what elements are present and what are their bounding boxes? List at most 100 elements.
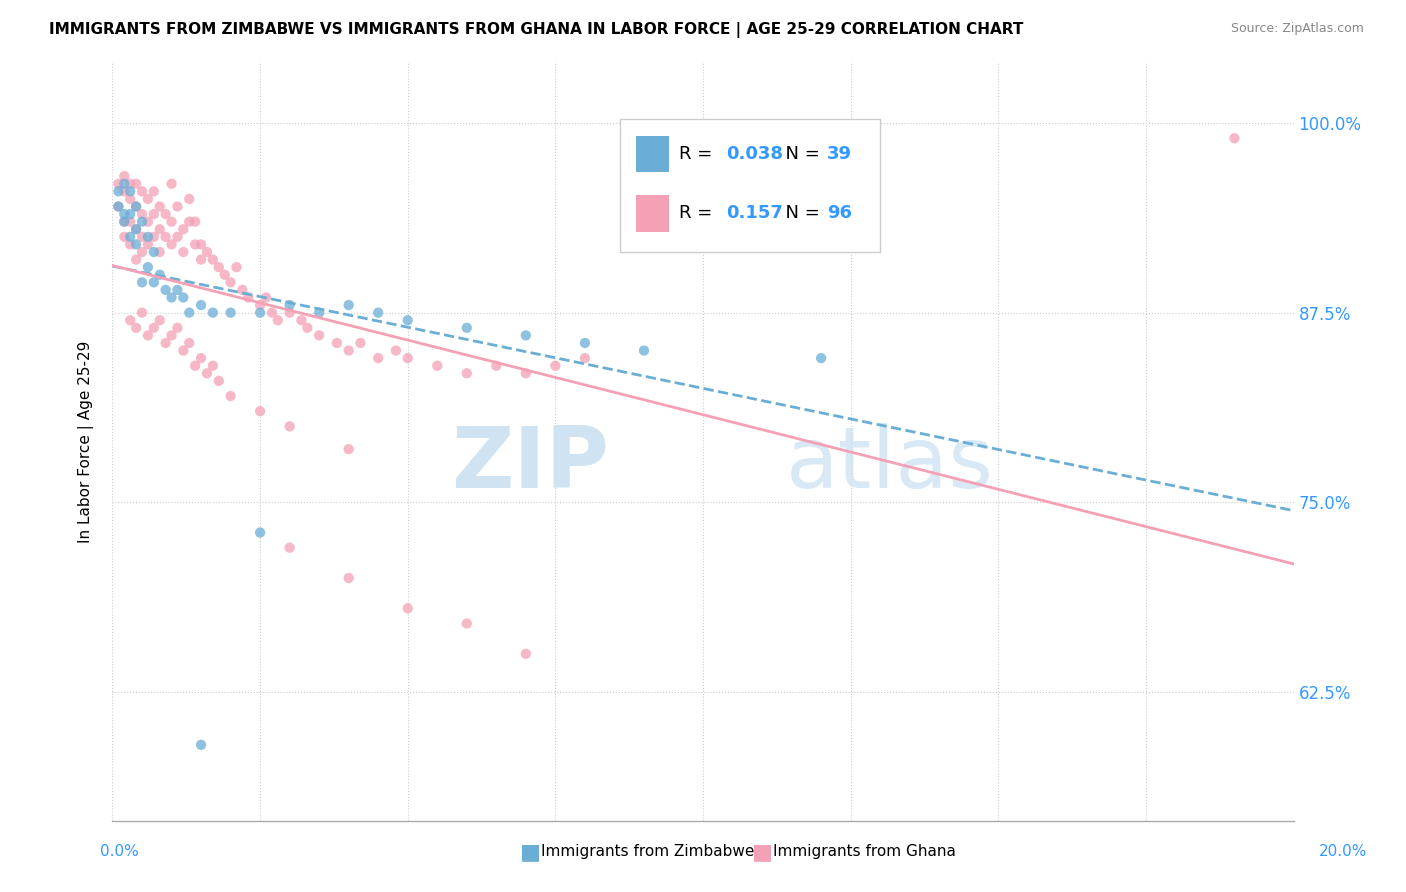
Point [456,616,478,631]
Point [125,222,148,236]
Point [131,207,153,221]
Point [260,305,283,319]
Point [190,738,212,752]
Point [107,200,129,214]
Text: 0.157: 0.157 [727,204,783,222]
Bar [636,136,669,172]
Point [125,252,148,267]
Point [515,647,537,661]
Point [120,237,142,252]
Point [125,177,148,191]
Point [107,200,129,214]
Point [278,298,301,312]
Point [155,335,177,350]
Point [149,200,172,214]
Point [633,343,655,358]
Point [142,230,165,244]
Point [136,192,159,206]
Point [249,404,271,418]
Text: Immigrants from Ghana: Immigrants from Ghana [773,845,956,859]
Point [456,320,478,334]
Point [136,215,159,229]
Point [120,313,142,327]
Point [120,185,142,199]
Point [337,343,360,358]
Point [131,185,153,199]
Point [160,237,183,252]
Point [267,313,290,327]
Point [120,192,142,206]
Point [219,275,242,289]
Point [278,305,301,319]
Point [125,320,148,334]
Point [142,244,165,259]
Bar [636,195,669,232]
Point [136,328,159,343]
Point [172,222,194,236]
Point [160,291,183,305]
Point [131,244,153,259]
Point [195,244,218,259]
Point [249,525,271,540]
Point [515,367,537,381]
Point [190,351,212,366]
Point [201,252,224,267]
Point [125,200,148,214]
Point [337,442,360,457]
Point [142,207,165,221]
Point [184,359,207,373]
Text: N =: N = [773,145,825,163]
Point [515,328,537,343]
Point [214,268,236,282]
Point [810,351,832,366]
Text: IMMIGRANTS FROM ZIMBABWE VS IMMIGRANTS FROM GHANA IN LABOR FORCE | AGE 25-29 COR: IMMIGRANTS FROM ZIMBABWE VS IMMIGRANTS F… [49,22,1024,38]
Point [112,230,135,244]
Point [297,320,319,334]
Text: 96: 96 [827,204,852,222]
Point [160,328,183,343]
Point [308,305,330,319]
Point [208,260,231,275]
Point [136,260,159,275]
Point [367,305,389,319]
Point [107,177,129,191]
Text: R =: R = [679,204,718,222]
Point [337,571,360,585]
Point [166,200,188,214]
Point [131,215,153,229]
Point [349,335,371,350]
Point [456,367,478,381]
Point [149,244,172,259]
Point [179,305,201,319]
Point [308,328,330,343]
Text: 39: 39 [827,145,852,163]
Point [155,207,177,221]
Point [112,215,135,229]
Point [142,275,165,289]
Point [120,215,142,229]
Point [396,601,419,615]
Point [120,230,142,244]
Point [326,335,349,350]
Point [201,359,224,373]
Point [112,185,135,199]
Point [219,305,242,319]
Point [112,207,135,221]
Point [190,252,212,267]
Text: atlas: atlas [786,423,994,506]
Point [142,320,165,334]
Point [166,283,188,297]
Point [190,237,212,252]
Point [190,298,212,312]
Point [179,192,201,206]
Point [136,230,159,244]
Point [160,177,183,191]
Point [112,177,135,191]
Text: ■: ■ [520,842,541,862]
Point [120,177,142,191]
Point [149,222,172,236]
Point [544,359,567,373]
Text: 0.038: 0.038 [727,145,783,163]
Point [254,291,277,305]
Point [120,207,142,221]
